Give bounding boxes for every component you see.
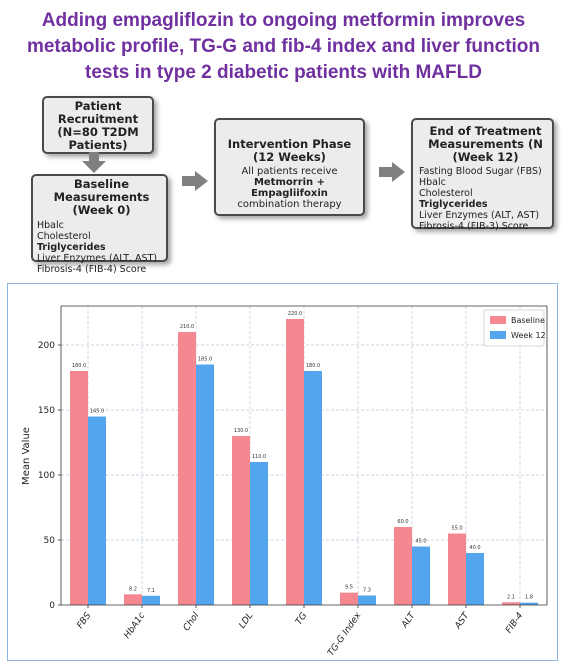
bar-baseline (70, 371, 88, 605)
data-label: 55.0 (451, 526, 462, 532)
data-label: 40.0 (469, 545, 480, 551)
baseline-title-1: Baseline (73, 177, 130, 191)
y-axis-label: Mean Value (21, 427, 32, 485)
bar-week12 (88, 416, 106, 605)
chart-panel: 0 50 100 150 200 180.0 145.0 FBS 8.2 7.1 HbA1c 210.… (7, 283, 558, 661)
y-tick-label: 100 (38, 471, 55, 481)
study-flow-diagram: Patient Recruitment (N=80 T2DM Patients)… (0, 92, 567, 275)
data-label: 185.0 (198, 357, 212, 363)
intervention-line-3: Empagliifoxin (251, 188, 328, 199)
bar-baseline (178, 332, 196, 605)
data-label: 110.0 (252, 454, 266, 460)
recruitment-line-1: Patient (74, 99, 122, 113)
x-tick-label: HbA1c (122, 611, 147, 641)
baseline-item: Cholesterol (37, 231, 91, 242)
down-arrow-icon (82, 152, 106, 173)
recruitment-line-2: Recruitment (57, 112, 139, 126)
data-label: 7.3 (363, 588, 371, 594)
data-label: 220.0 (288, 311, 302, 317)
bar-week12 (412, 546, 430, 605)
bar-week12 (466, 553, 484, 605)
bar-baseline (340, 592, 358, 605)
end-item: Liver Enzymes (ALT, AST) (419, 210, 540, 221)
data-label: 7.1 (147, 588, 155, 594)
bar-baseline (124, 594, 142, 605)
bar-week12 (250, 462, 268, 605)
data-label: 45.0 (415, 539, 426, 545)
x-tick-label: TG-G Index (326, 610, 364, 658)
title-line-1: Adding empagliflozin to ongoing metformi… (41, 10, 526, 31)
intervention-line-4: combination therapy (237, 199, 342, 210)
baseline-item: Hbalc (37, 220, 64, 231)
baseline-item: Triglycerides (37, 242, 106, 253)
bar-baseline (232, 436, 250, 605)
right-arrow-icon (182, 171, 208, 191)
end-title-2: Measurements (N (428, 137, 543, 151)
legend: Baseline Week 12 (483, 309, 546, 347)
recruitment-line-4: Patients) (68, 138, 128, 152)
x-tick-label: AST (453, 610, 473, 632)
data-label: 145.0 (90, 409, 104, 415)
x-tick-label: FBS (75, 611, 93, 631)
end-item: Cholesterol (419, 188, 473, 199)
data-label: 210.0 (180, 324, 194, 330)
bar-baseline (286, 319, 304, 605)
x-tick-label: ALT (399, 610, 418, 631)
legend-label-baseline: Baseline (511, 316, 545, 325)
x-tick-label: LDL (238, 611, 256, 631)
end-item: Triglycerides (419, 199, 488, 210)
legend-swatch-baseline (490, 316, 506, 324)
data-label: 9.5 (345, 585, 353, 591)
legend-label-week12: Week 12 (511, 331, 546, 340)
bar-week12 (142, 595, 160, 605)
x-tick-label: FIB-4 (504, 611, 525, 636)
end-item: Fibrosis-4 (FIB-3) Score (419, 221, 529, 232)
y-tick-label: 150 (38, 406, 55, 416)
title-line-2: metabolic profile, TG-G and fib-4 index … (26, 36, 541, 57)
intervention-title-2: (12 Weeks) (253, 150, 326, 164)
right-arrow-icon (379, 162, 405, 182)
recruitment-line-3: (N=80 T2DM (57, 125, 139, 139)
page-title: Adding empagliflozin to ongoing metformi… (0, 8, 567, 86)
bar-chart: 0 50 100 150 200 180.0 145.0 FBS 8.2 7.1 HbA1c 210.… (21, 305, 548, 658)
data-label: 1.8 (525, 595, 533, 601)
bar-baseline (502, 602, 520, 605)
end-title-1: End of Treatment (429, 124, 542, 138)
data-label: 180.0 (72, 363, 86, 369)
bar-baseline (394, 527, 412, 605)
baseline-title-3: (Week 0) (72, 203, 131, 217)
bar-week12 (304, 371, 322, 605)
intervention-line-1: All patients receive (241, 166, 338, 177)
end-of-treatment-box: End of Treatment Measurements (N (Week 1… (411, 118, 554, 232)
x-tick-label: TG (294, 611, 309, 627)
intervention-line-2: Metmorrin + (253, 177, 326, 188)
data-label: 8.2 (129, 586, 137, 592)
bar-week12 (520, 602, 538, 605)
y-tick-label: 50 (44, 536, 56, 546)
baseline-item: Liver Enzymes (ALT, AST) (37, 253, 158, 264)
intervention-box: Intervention Phase (12 Weeks) All patien… (214, 118, 365, 216)
end-item: Fasting Blood Sugar (FBS) (419, 166, 542, 177)
data-label: 2.1 (507, 594, 515, 600)
data-label: 60.0 (397, 519, 408, 525)
title-line-3: tests in type 2 diabetic patients with M… (85, 62, 482, 83)
legend-swatch-week12 (490, 331, 506, 339)
bar-week12 (358, 595, 376, 605)
end-title-3: (Week 12) (452, 150, 519, 164)
recruitment-box: Patient Recruitment (N=80 T2DM Patients) (42, 96, 154, 154)
baseline-item: Fibrosis-4 (FIB-4) Score (37, 264, 147, 275)
y-tick-label: 200 (38, 341, 55, 351)
bar-baseline (448, 533, 466, 605)
intervention-title-1: Intervention Phase (227, 137, 352, 151)
x-tick-label: Chol (182, 611, 202, 634)
data-label: 130.0 (234, 428, 248, 434)
baseline-title-2: Measurements (53, 190, 150, 204)
baseline-box: Baseline Measurements (Week 0) Hbalc Cho… (31, 174, 168, 275)
bar-week12 (196, 364, 214, 605)
y-tick-label: 0 (49, 601, 55, 611)
end-item: Hbalc (419, 177, 446, 188)
data-label: 180.0 (306, 363, 320, 369)
